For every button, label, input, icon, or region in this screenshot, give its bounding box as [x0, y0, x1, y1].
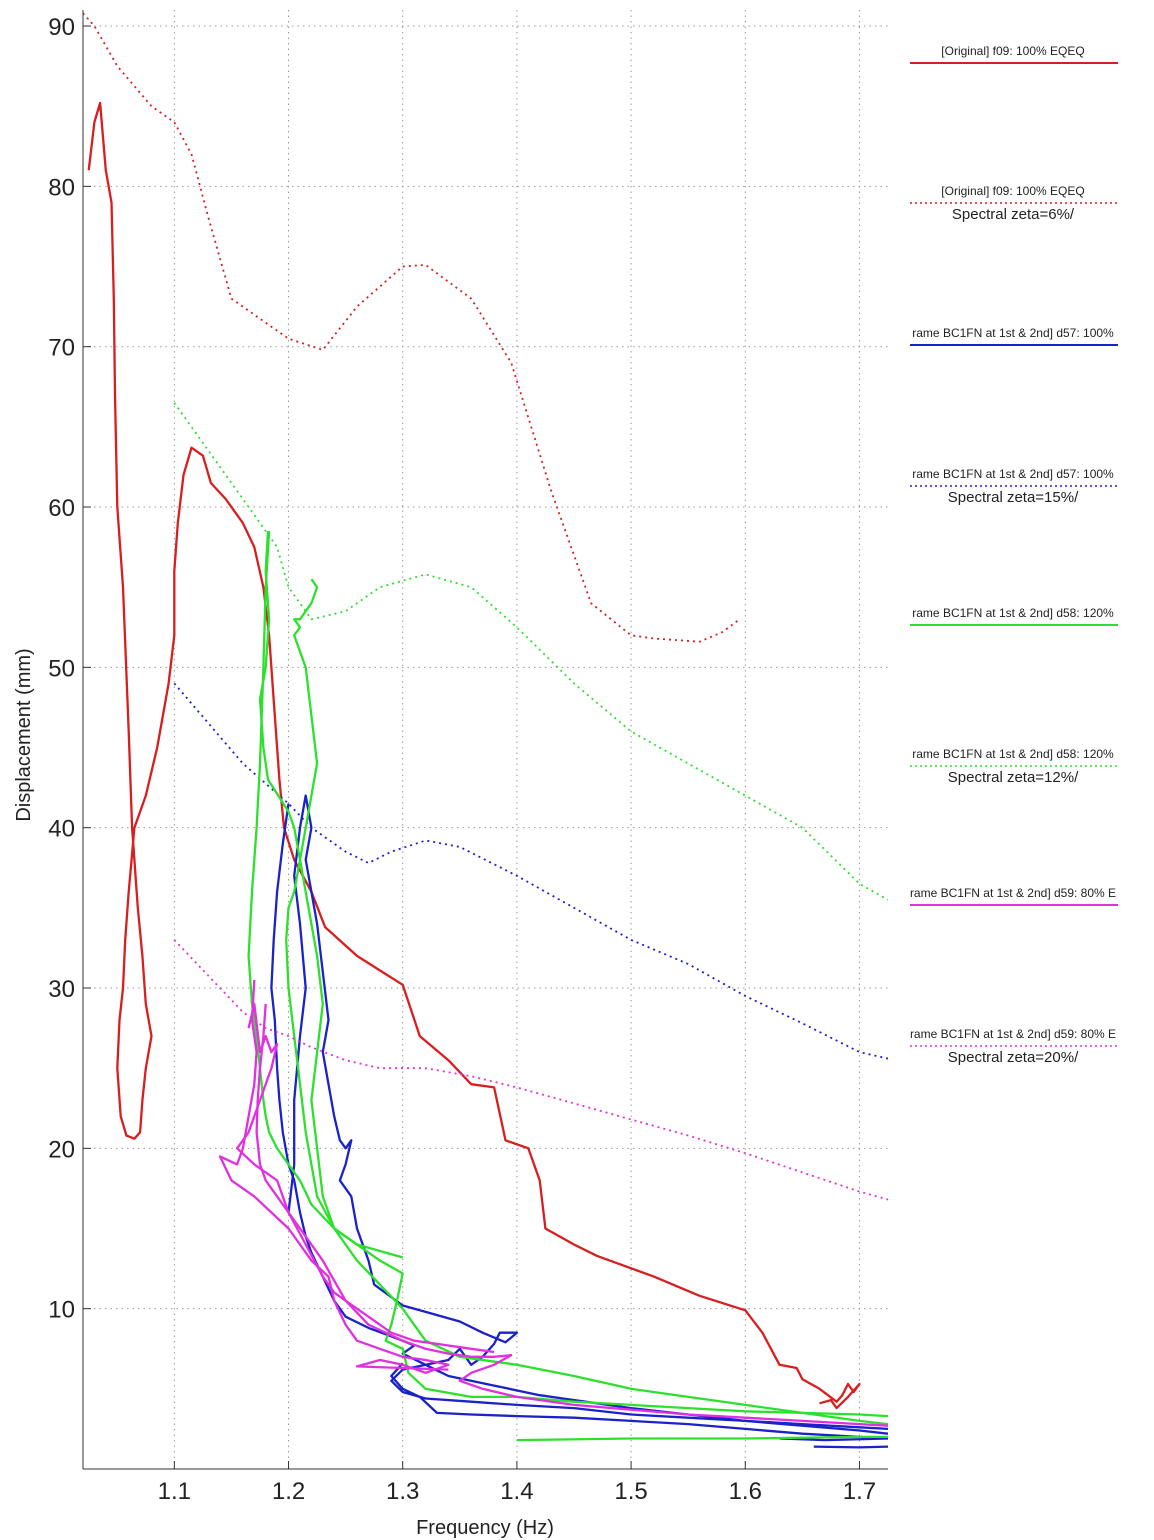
series-line-spectral-7	[173, 682, 888, 1060]
x-tick-label: 1.5	[614, 1478, 647, 1505]
grid	[83, 10, 888, 1469]
legend-label-2: rame BC1FN at 1st & 2nd] d57: 100%	[912, 326, 1114, 340]
x-tick-label: 1.1	[158, 1478, 191, 1505]
series-line-response-0	[87, 101, 861, 1410]
x-axis-label: Frequency (Hz)	[416, 1517, 554, 1539]
series-line-spectral-16	[173, 939, 888, 1201]
x-tick-label: 1.4	[500, 1478, 533, 1505]
series-line-spectral-12	[173, 402, 888, 901]
series-line-response-10	[247, 531, 404, 1259]
y-tick-label: 20	[48, 1136, 75, 1163]
series-line-response-11	[516, 1435, 888, 1442]
plot-area	[83, 12, 888, 1449]
series-line-response-14	[218, 979, 450, 1374]
y-tick-label: 60	[48, 495, 75, 522]
legend-sublabel-5: Spectral zeta=12%/	[948, 769, 1079, 786]
legend-sublabel-3: Spectral zeta=15%/	[948, 489, 1079, 506]
series-line-response-4	[390, 1362, 888, 1440]
series-line-response-5	[779, 1437, 888, 1442]
legend-label-4: rame BC1FN at 1st & 2nd] d58: 120%	[912, 606, 1114, 620]
y-tick-label: 30	[48, 976, 75, 1003]
axes	[82, 10, 888, 1470]
legend-label-7: rame BC1FN at 1st & 2nd] d59: 80% E	[910, 1027, 1116, 1041]
series-line-response-15	[255, 1003, 495, 1354]
y-tick-label: 10	[48, 1297, 75, 1324]
series-line-response-6	[813, 1445, 888, 1449]
legend-label-1: [Original] f09: 100% EQEQ	[941, 184, 1084, 198]
y-tick-label: 80	[48, 174, 75, 201]
y-axis-label: Displacement (mm)	[13, 648, 35, 821]
legend-label-0: [Original] f09: 100% EQEQ	[941, 44, 1084, 58]
x-tick-label: 1.7	[843, 1478, 876, 1505]
legend-label-3: rame BC1FN at 1st & 2nd] d57: 100%	[912, 467, 1114, 481]
x-tick-label: 1.2	[272, 1478, 305, 1505]
x-tick-label: 1.3	[386, 1478, 419, 1505]
y-tick-label: 70	[48, 335, 75, 362]
y-tick-label: 40	[48, 816, 75, 843]
legend-sublabel-1: Spectral zeta=6%/	[952, 206, 1075, 223]
tick-labels: 1.1 1.2 1.3 1.4 1.5 1.6 1.7 10 20 30 40 50 60 70 80 90	[48, 14, 876, 1505]
legend-label-6: rame BC1FN at 1st & 2nd] d59: 80% E	[910, 886, 1116, 900]
y-tick-label: 90	[48, 14, 75, 41]
legend: [Original] f09: 100% EQEQ [Original] f09:…	[910, 44, 1118, 1066]
series-line-response-9	[285, 578, 888, 1426]
series-line-response-3	[270, 803, 888, 1435]
legend-sublabel-7: Spectral zeta=20%/	[948, 1049, 1079, 1066]
x-tick-label: 1.6	[729, 1478, 762, 1505]
legend-label-5: rame BC1FN at 1st & 2nd] d58: 120%	[912, 747, 1114, 761]
y-tick-label: 50	[48, 655, 75, 682]
